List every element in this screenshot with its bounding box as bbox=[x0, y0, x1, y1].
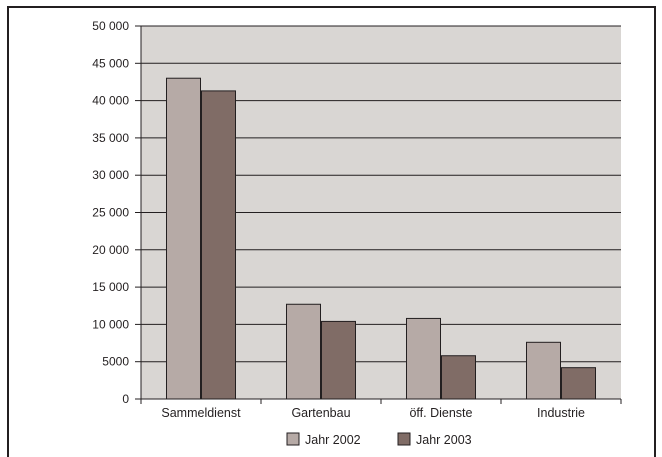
legend-swatch bbox=[286, 432, 300, 446]
bar-jahr-2002 bbox=[406, 317, 441, 400]
y-tick-label: 30 000 bbox=[92, 168, 129, 182]
bar-jahr-2002 bbox=[166, 77, 201, 400]
y-tick-label: 20 000 bbox=[92, 243, 129, 257]
y-tick-label: 35 000 bbox=[92, 131, 129, 145]
bar-jahr-2003 bbox=[201, 90, 236, 400]
bar-jahr-2003 bbox=[561, 367, 596, 400]
bar-jahr-2002 bbox=[286, 303, 321, 400]
y-tick-label: 15 000 bbox=[92, 280, 129, 294]
y-tick-label: 25 000 bbox=[92, 206, 129, 220]
x-category-label: öff. Dienste bbox=[409, 406, 472, 420]
y-tick-label: 0 bbox=[122, 392, 129, 406]
y-tick-label: 45 000 bbox=[92, 56, 129, 70]
legend-label: Jahr 2002 bbox=[305, 433, 361, 447]
bar-jahr-2003 bbox=[321, 320, 356, 400]
y-tick-label: 40 000 bbox=[92, 94, 129, 108]
legend-swatch bbox=[397, 432, 411, 446]
y-tick-label: 50 000 bbox=[92, 19, 129, 33]
bar-jahr-2002 bbox=[526, 341, 561, 400]
y-tick-label: 5000 bbox=[102, 355, 129, 369]
bar-jahr-2003 bbox=[441, 355, 476, 400]
y-tick-label: 10 000 bbox=[92, 317, 129, 331]
x-category-label: Gartenbau bbox=[291, 406, 350, 420]
x-category-label: Sammeldienst bbox=[161, 406, 241, 420]
x-category-label: Industrie bbox=[537, 406, 585, 420]
legend-label: Jahr 2003 bbox=[416, 433, 472, 447]
